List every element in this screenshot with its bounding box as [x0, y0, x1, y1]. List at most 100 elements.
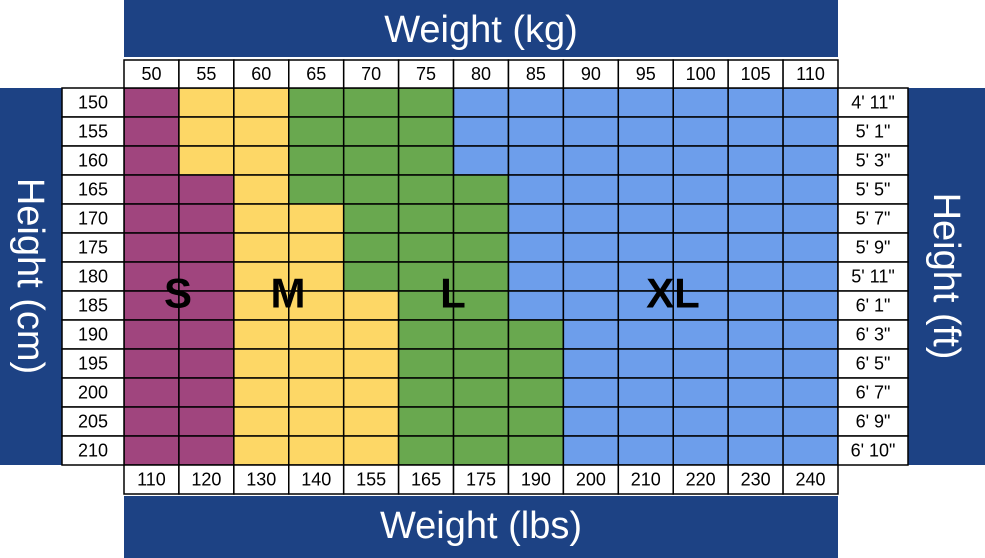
lbs-label: 165	[411, 470, 441, 490]
top-banner	[124, 0, 838, 57]
lbs-label: 120	[191, 470, 221, 490]
cell	[123, 377, 180, 408]
cell	[397, 377, 455, 408]
header-cell	[61, 319, 125, 350]
cell	[397, 145, 455, 176]
cell	[562, 377, 620, 408]
cell	[452, 377, 510, 408]
cell	[452, 232, 510, 263]
cell	[507, 174, 565, 205]
header-cell	[61, 435, 125, 466]
cell	[452, 348, 510, 379]
kg-label: 70	[361, 64, 381, 84]
cell	[178, 290, 235, 321]
cell	[342, 232, 400, 263]
cell	[782, 87, 839, 118]
cell	[288, 319, 345, 350]
cell	[123, 348, 180, 379]
cell	[178, 435, 235, 466]
cell	[178, 116, 235, 147]
cell	[507, 116, 565, 147]
header-cell	[562, 464, 620, 495]
cell	[397, 406, 455, 437]
header-cell	[837, 174, 909, 205]
cell	[507, 290, 565, 321]
cell	[672, 435, 729, 466]
cell	[178, 406, 235, 437]
cell	[672, 232, 729, 263]
cell	[617, 232, 674, 263]
cm-label: 175	[78, 238, 108, 258]
ft-label: 5' 7"	[856, 209, 891, 229]
header-cell	[837, 145, 909, 176]
header-cell	[837, 290, 909, 321]
cell	[782, 232, 839, 263]
cell	[123, 290, 180, 321]
cell	[727, 348, 784, 379]
cell	[342, 87, 400, 118]
kg-label: 85	[526, 64, 546, 84]
cell	[782, 406, 839, 437]
ft-label: 6' 10"	[851, 441, 896, 461]
cell	[617, 87, 674, 118]
cell	[562, 348, 620, 379]
cell	[782, 348, 839, 379]
cell	[782, 116, 839, 147]
header-cell	[233, 464, 290, 495]
cell	[288, 87, 345, 118]
cell	[178, 377, 235, 408]
cell	[507, 348, 565, 379]
cell	[178, 232, 235, 263]
cell	[672, 319, 729, 350]
cell	[727, 406, 784, 437]
cell	[233, 116, 290, 147]
cell	[727, 87, 784, 118]
header-cell	[507, 59, 565, 89]
cell	[782, 174, 839, 205]
lbs-label: 210	[631, 470, 661, 490]
cell	[397, 319, 455, 350]
kg-label: 110	[796, 64, 825, 84]
header-cell	[61, 145, 125, 176]
cell	[562, 145, 620, 176]
cell	[452, 319, 510, 350]
header-cell	[61, 87, 125, 118]
kg-label: 105	[741, 64, 771, 84]
header-cell	[507, 464, 565, 495]
cell	[178, 319, 235, 350]
cm-label: 170	[78, 209, 108, 229]
cell	[233, 319, 290, 350]
cell	[507, 87, 565, 118]
kg-label: 75	[416, 64, 436, 84]
cell	[507, 406, 565, 437]
cell	[233, 377, 290, 408]
cell	[782, 435, 839, 466]
cell	[123, 406, 180, 437]
cell	[342, 203, 400, 234]
ft-label: 6' 3"	[856, 325, 891, 345]
cell	[562, 116, 620, 147]
ft-label: 4' 11"	[851, 93, 895, 113]
cell	[123, 232, 180, 263]
cm-label: 155	[78, 122, 108, 142]
ft-label: 6' 7"	[856, 383, 891, 403]
cell	[507, 377, 565, 408]
cell	[342, 319, 400, 350]
cell	[123, 203, 180, 234]
cell	[672, 377, 729, 408]
cell	[288, 174, 345, 205]
cm-label: 160	[78, 151, 108, 171]
cell	[452, 406, 510, 437]
lbs-label: 200	[576, 470, 606, 490]
cell	[233, 145, 290, 176]
header-cell	[837, 203, 909, 234]
cell	[288, 203, 345, 234]
header-cell	[837, 87, 909, 118]
cell	[452, 203, 510, 234]
cm-label: 195	[78, 354, 108, 374]
cell	[562, 232, 620, 263]
header-cell	[288, 464, 345, 495]
cell	[617, 145, 674, 176]
cm-label: 190	[78, 325, 108, 345]
